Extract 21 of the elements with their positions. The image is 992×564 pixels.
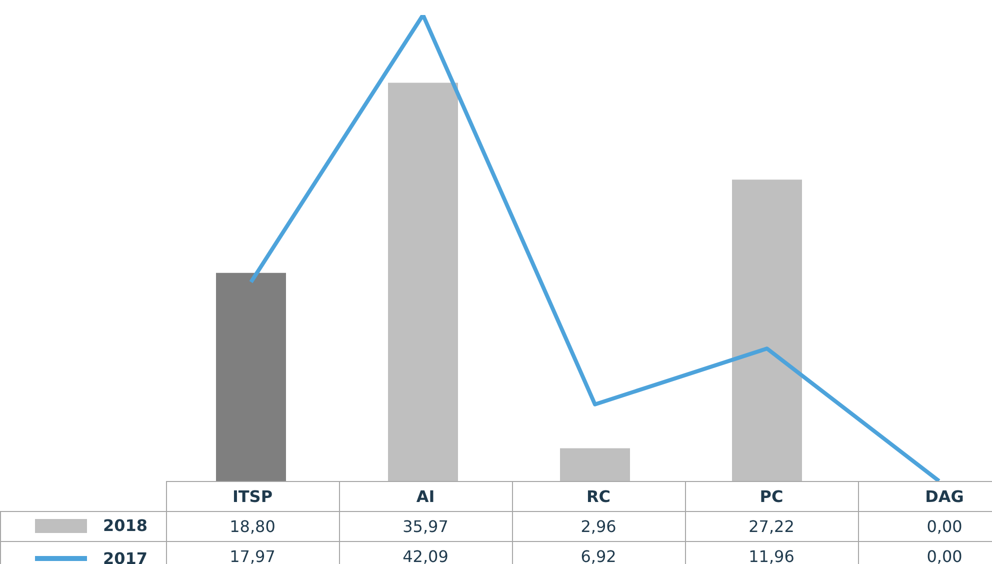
x-tick-label: ITSP — [166, 482, 339, 512]
data-label: 11,96 — [685, 542, 858, 564]
data-label: 27,22 — [685, 512, 858, 542]
data-label: 6,92 — [512, 542, 685, 564]
bar — [216, 272, 286, 481]
x-tick-label: RC — [512, 482, 685, 512]
data-label: 42,09 — [339, 542, 512, 564]
x-tick-label: DAG — [858, 482, 992, 512]
bar — [732, 180, 802, 481]
bar — [388, 82, 458, 481]
data-label: 2,96 — [512, 512, 685, 542]
legend-label: 2018 — [103, 516, 148, 536]
x-tick-label: PC — [685, 482, 858, 512]
x-tick-label: AI — [339, 482, 512, 512]
data-label: 35,97 — [339, 512, 512, 542]
data-label: 18,80 — [166, 512, 339, 542]
data-label: 0,00 — [858, 512, 992, 542]
data-label: 0,00 — [858, 542, 992, 564]
data-label: 17,97 — [166, 542, 339, 564]
legend-label: 2017 — [103, 548, 148, 564]
bar — [560, 448, 630, 481]
